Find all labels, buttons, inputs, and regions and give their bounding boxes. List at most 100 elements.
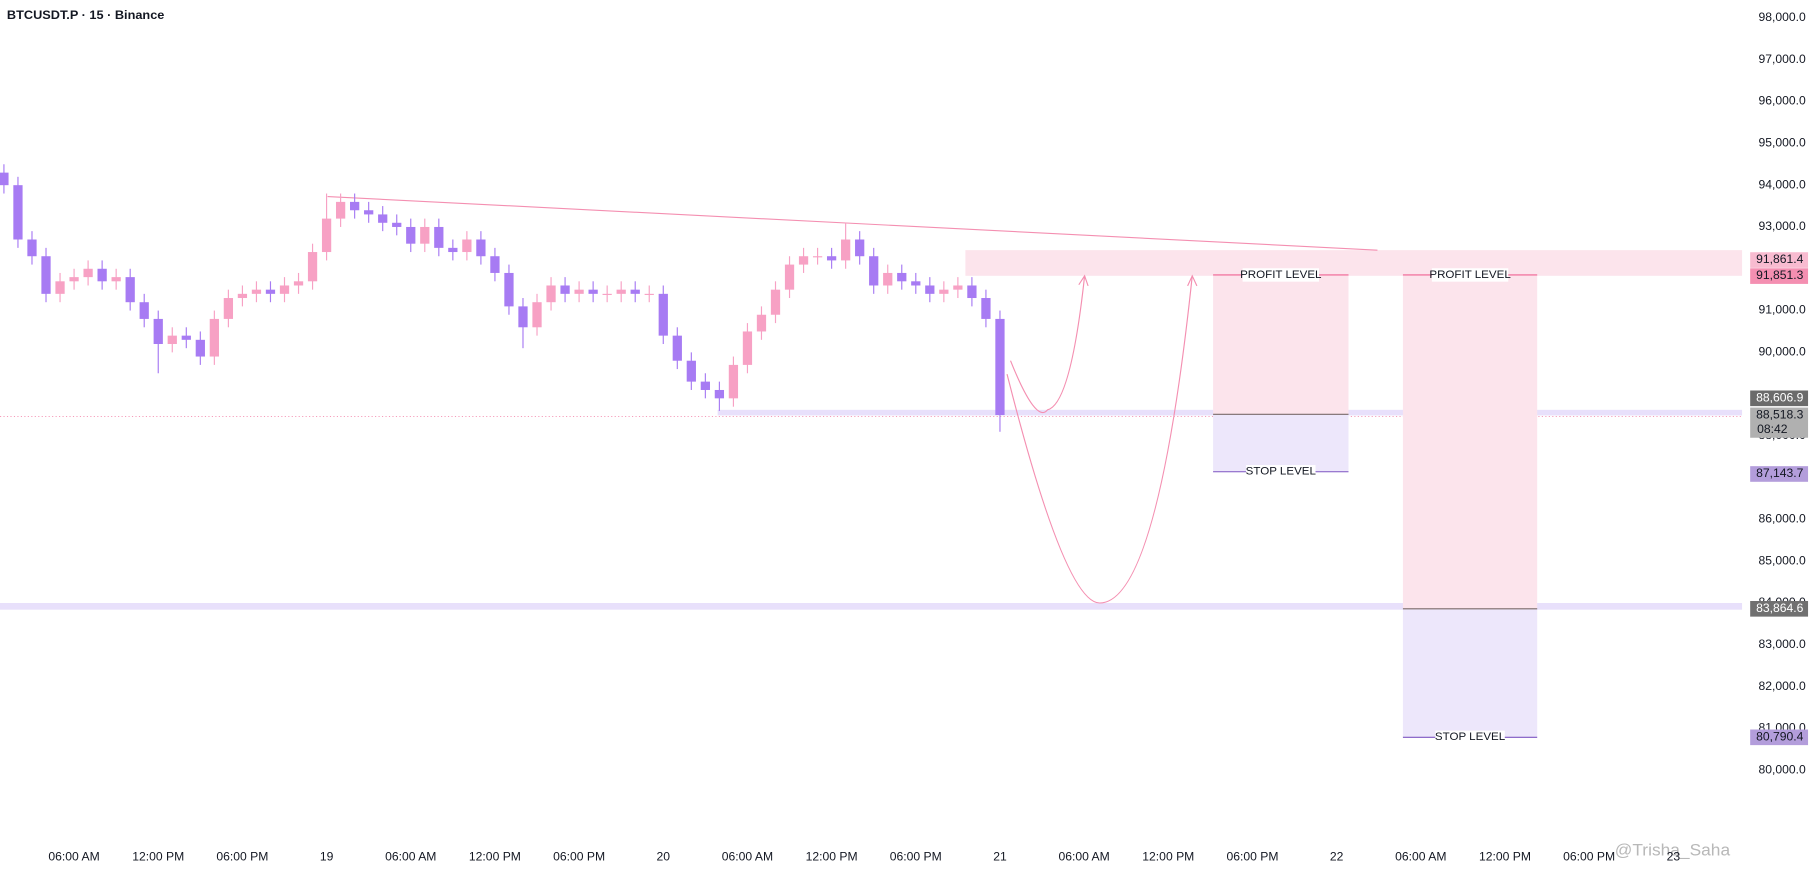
countdown: 08:42 (1757, 422, 1788, 436)
price-badge-label: 80,790.4 (1756, 730, 1804, 744)
candle-body (602, 293, 612, 295)
candle-body (139, 302, 149, 319)
candle-body (560, 285, 570, 294)
x-tick-label: 06:00 PM (890, 850, 942, 864)
candle-body (770, 289, 781, 315)
x-tick-label: 06:00 PM (553, 850, 605, 864)
candle-body (237, 293, 248, 299)
candle-body (869, 256, 879, 286)
price-badge-label: 91,861.4 (1756, 252, 1804, 266)
candle-body (293, 281, 304, 286)
candle-body (658, 293, 668, 336)
candle-body (462, 239, 472, 253)
x-tick-label: 06:00 PM (1563, 850, 1615, 864)
stop-zone (1402, 608, 1538, 738)
x-tick-label: 19 (320, 850, 334, 864)
trend-line (327, 195, 1378, 251)
candle-body (490, 256, 500, 273)
candle-body (883, 272, 893, 286)
candle-body (532, 302, 542, 328)
candle-body (378, 214, 388, 223)
candle-body (125, 277, 135, 303)
resistance-zone (965, 250, 1815, 276)
candle-body (518, 306, 528, 328)
candle-body (476, 239, 486, 257)
stop-label: STOP LEVEL (1246, 466, 1316, 478)
y-tick-label: 82,000.0 (1758, 679, 1806, 693)
x-tick-label: 12:00 PM (1142, 850, 1194, 864)
candle-body (223, 298, 234, 319)
y-tick-label: 97,000.0 (1758, 52, 1806, 66)
profit-zone (1402, 274, 1538, 609)
candle-body (855, 239, 865, 257)
chart-title: BTCUSDT.P · 15 · Binance (7, 8, 164, 22)
y-tick-label: 80,000.0 (1758, 763, 1806, 777)
candle-body (897, 272, 907, 282)
candle-body (420, 226, 430, 244)
candle-body (195, 339, 205, 357)
candle-body (153, 318, 163, 345)
candle-body (392, 222, 402, 227)
label-bg (1246, 465, 1316, 479)
y-tick-label: 91,000.0 (1758, 303, 1806, 317)
candle-body (364, 210, 374, 215)
candle-body (434, 226, 444, 248)
profit-label: PROFIT LEVEL (1240, 269, 1321, 281)
candle-body (251, 289, 262, 294)
candle-body (981, 298, 991, 319)
arrow-head (1187, 274, 1198, 287)
candle-body (321, 218, 332, 253)
y-tick-label: 94,000.0 (1758, 177, 1806, 191)
candle-body (504, 272, 514, 307)
x-tick-label: 06:00 PM (216, 850, 268, 864)
candle-body (546, 285, 556, 303)
candle-body (279, 285, 290, 294)
profit-label: PROFIT LEVEL (1429, 269, 1510, 281)
x-tick-label: 12:00 PM (132, 850, 184, 864)
profit-zone (1213, 274, 1349, 415)
candle-body (111, 277, 121, 282)
projection-curve (1009, 275, 1086, 413)
x-tick-label: 06:00 AM (385, 850, 436, 864)
candle-body (672, 335, 682, 361)
candle-body (55, 281, 65, 294)
x-tick-label: 06:00 AM (1395, 850, 1446, 864)
candle-body (756, 314, 767, 332)
x-tick-label: 20 (657, 850, 671, 864)
candle-body (728, 364, 739, 399)
y-tick-label: 95,000.0 (1758, 136, 1806, 150)
x-tick-label: 12:00 PM (469, 850, 521, 864)
candle-body (925, 285, 935, 294)
price-badge (1750, 252, 1809, 268)
label-bg (1431, 268, 1509, 282)
candle-body (616, 289, 626, 294)
y-tick-label: 85,000.0 (1758, 554, 1806, 568)
stop-label: STOP LEVEL (1435, 731, 1505, 743)
projection-curve (1006, 275, 1193, 604)
x-tick-label: 06:00 PM (1226, 850, 1278, 864)
candle-body (967, 285, 977, 299)
y-tick-label: 93,000.0 (1758, 219, 1806, 233)
x-tick-label: 12:00 PM (806, 850, 858, 864)
price-badge (1750, 466, 1809, 482)
candle-body (812, 256, 823, 258)
candle-body (588, 289, 598, 294)
candle-body (644, 293, 654, 295)
price-badge-label: 83,864.6 (1756, 601, 1804, 615)
label-bg (1242, 268, 1320, 282)
candle-body (841, 239, 851, 261)
x-tick-label: 22 (1330, 850, 1344, 864)
x-tick-label: 12:00 PM (1479, 850, 1531, 864)
candle-body (911, 281, 921, 286)
candle-body (714, 389, 725, 399)
y-tick-label: 96,000.0 (1758, 94, 1806, 108)
candle-body (209, 318, 219, 357)
label-bg (1435, 730, 1505, 745)
x-tick-label: 06:00 AM (1058, 850, 1109, 864)
candle-body (13, 185, 23, 240)
drawings (0, 195, 1815, 610)
candle-body (27, 239, 37, 257)
candle-body (406, 226, 416, 244)
candle-body (448, 247, 458, 253)
